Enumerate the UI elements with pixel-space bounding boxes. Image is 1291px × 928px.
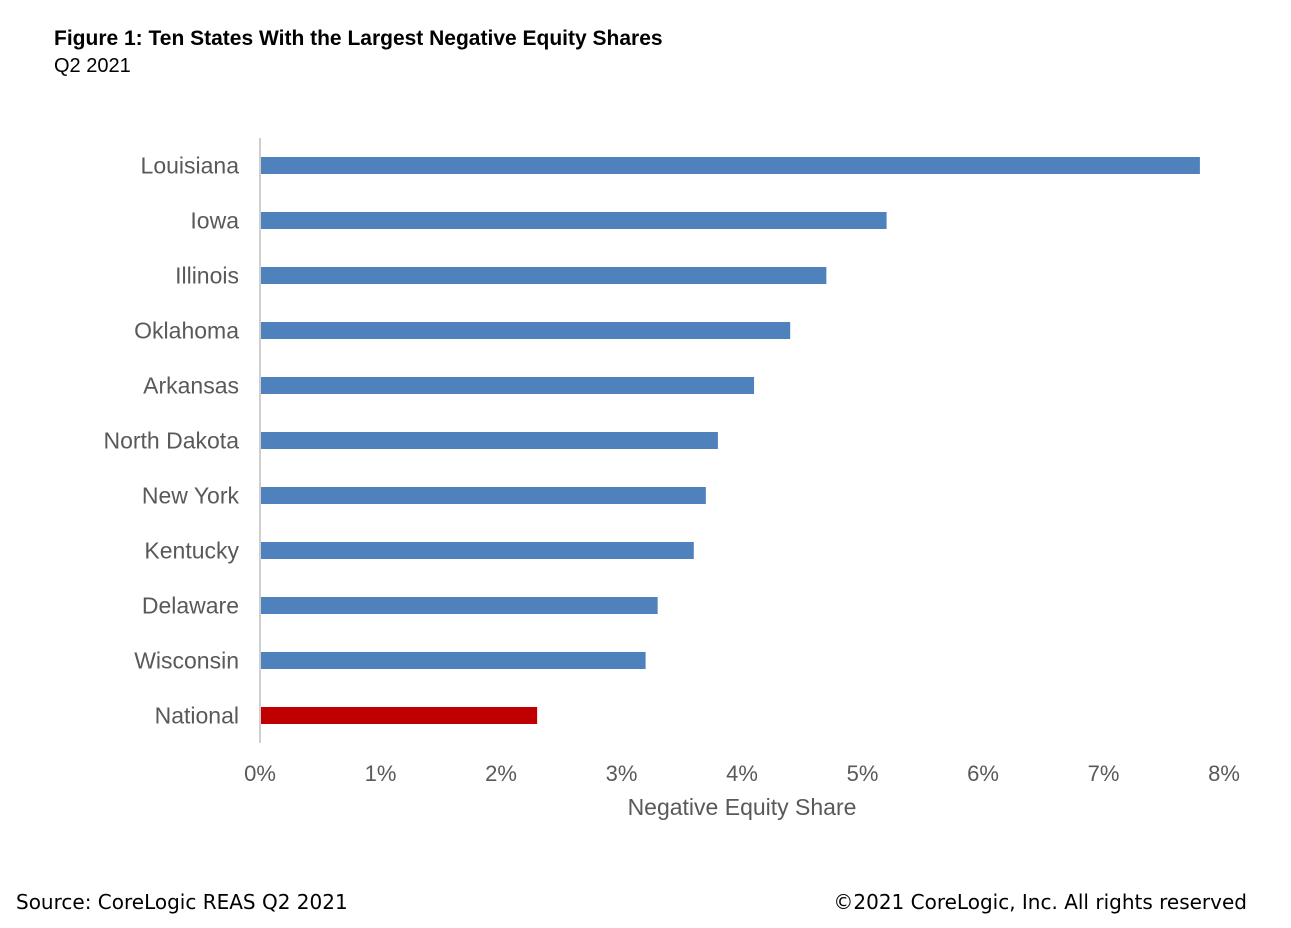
bar: [261, 212, 887, 229]
bar: [261, 267, 827, 284]
bar-chart: Louisiana Iowa Illinois Oklahoma Arkansas Nor…: [103, 138, 1240, 820]
x-tick-label: 6%: [967, 761, 999, 786]
category-label: Louisiana: [141, 153, 240, 179]
bar: [261, 157, 1200, 174]
x-tick-label: 1%: [365, 761, 397, 786]
copyright-note: ©2021 CoreLogic, Inc. All rights reserve…: [833, 890, 1247, 914]
source-note: Source: CoreLogic REAS Q2 2021: [16, 890, 348, 914]
chart-title: Figure 1: Ten States With the Largest Ne…: [54, 27, 663, 50]
category-label: North Dakota: [103, 428, 239, 454]
bar: [261, 322, 791, 339]
x-tick-label: 0%: [244, 761, 276, 786]
category-label: National: [155, 703, 239, 729]
category-label: Delaware: [142, 593, 239, 619]
x-tick-label: 5%: [847, 761, 879, 786]
bar: [261, 542, 694, 559]
bar: [261, 377, 755, 394]
category-label: Wisconsin: [134, 648, 239, 674]
x-tick-label: 4%: [726, 761, 758, 786]
x-axis-title: Negative Equity Share: [628, 794, 857, 820]
bar: [261, 487, 706, 504]
bar: [261, 707, 538, 724]
bar: [261, 597, 658, 614]
category-label: Kentucky: [144, 538, 239, 564]
bar: [261, 432, 718, 449]
category-label: New York: [142, 483, 240, 509]
x-tick-label: 7%: [1088, 761, 1120, 786]
category-label: Illinois: [175, 263, 239, 289]
x-tick-label: 3%: [606, 761, 638, 786]
chart-subtitle: Q2 2021: [54, 55, 131, 77]
category-label: Iowa: [190, 208, 239, 234]
category-label: Arkansas: [143, 373, 239, 399]
x-tick-label: 2%: [485, 761, 517, 786]
bar: [261, 652, 646, 669]
x-tick-label: 8%: [1208, 761, 1240, 786]
category-label: Oklahoma: [134, 318, 239, 344]
